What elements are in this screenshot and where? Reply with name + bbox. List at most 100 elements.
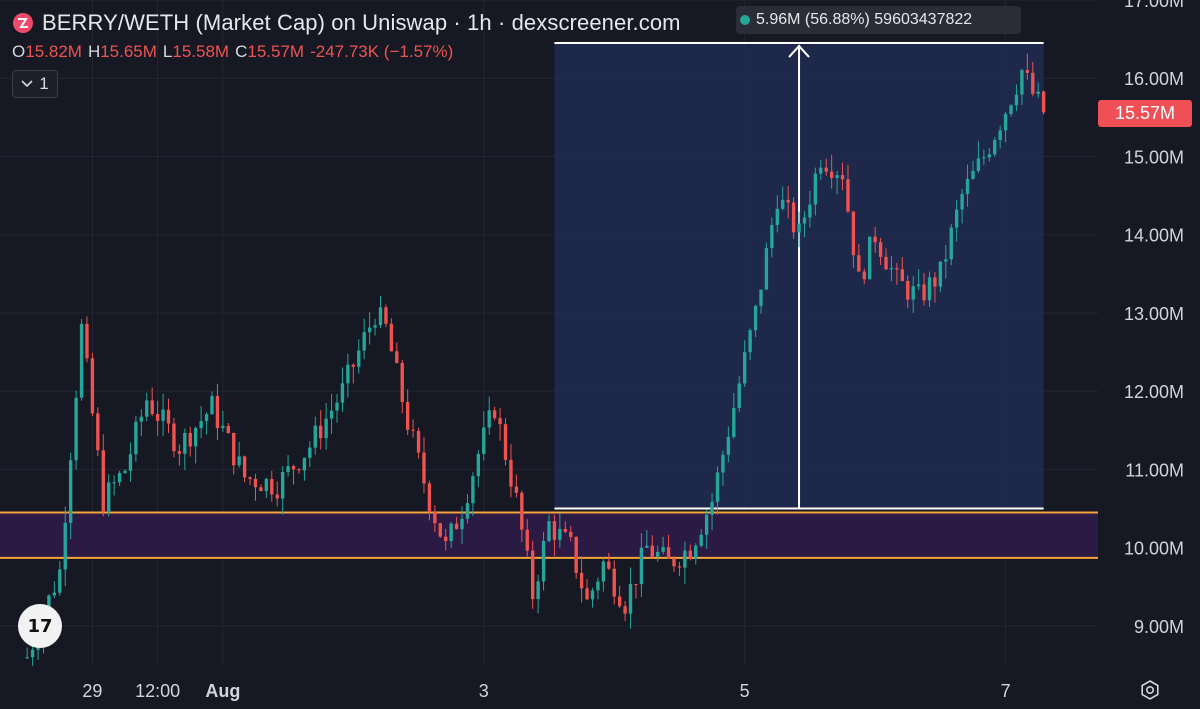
measure-label-text: 5.96M (56.88%) 59603437822 xyxy=(756,11,973,28)
candle-body xyxy=(645,545,649,548)
ohlc-value: -247.73K (−1.57%) xyxy=(310,42,454,61)
candle-body xyxy=(558,528,562,540)
status-dot-icon xyxy=(740,15,750,25)
candle-body xyxy=(362,332,366,351)
collapse-indicators-button[interactable]: 1 xyxy=(12,70,58,98)
candle-body xyxy=(319,425,323,439)
candle-body xyxy=(1041,91,1046,113)
settings-button[interactable] xyxy=(1136,676,1164,704)
candle-body xyxy=(987,154,991,158)
candle-body xyxy=(699,534,703,546)
candle-body xyxy=(389,323,394,352)
tradingview-logo[interactable]: 17 xyxy=(18,604,62,648)
candle-body xyxy=(878,242,883,257)
chevron-down-icon xyxy=(21,80,33,88)
candle-body xyxy=(846,179,850,212)
candle-body xyxy=(96,413,100,451)
ohlc-key: H xyxy=(87,42,101,61)
ohlc-key: C xyxy=(235,42,248,61)
candle-body xyxy=(193,427,198,447)
candle-body xyxy=(367,327,372,333)
candle-body xyxy=(791,202,796,233)
candle-body xyxy=(617,596,622,607)
candle-body xyxy=(259,487,263,492)
candle-body xyxy=(884,256,888,270)
candle-body xyxy=(933,277,937,287)
candle-body xyxy=(949,227,953,260)
candle-body xyxy=(906,281,910,300)
candle-body xyxy=(145,400,149,417)
measure-label: 5.96M (56.88%) 59603437822 xyxy=(736,6,1021,34)
candle-body xyxy=(302,457,307,471)
candle-body xyxy=(444,536,448,542)
candle-body xyxy=(666,547,671,559)
candle-body xyxy=(123,470,127,474)
x-tick-label: 7 xyxy=(1001,681,1011,701)
candle-body xyxy=(482,427,486,454)
ohlc-item: O15.82M xyxy=(12,42,82,62)
candle-body xyxy=(694,545,698,559)
candle-body xyxy=(704,514,709,535)
candle-body xyxy=(52,592,57,596)
candle-body xyxy=(574,537,578,573)
candle-body xyxy=(764,248,769,290)
candle-body xyxy=(221,425,225,429)
candle-body xyxy=(280,471,285,499)
candle-body xyxy=(291,466,296,470)
candle-body xyxy=(275,494,279,499)
candle-body xyxy=(938,261,943,287)
candle-body xyxy=(819,167,823,174)
candle-body xyxy=(710,501,714,515)
candle-body xyxy=(422,452,426,484)
candle-body xyxy=(688,550,693,559)
ohlc-item: C15.57M xyxy=(235,42,304,62)
candle-body xyxy=(683,550,687,568)
candle-body xyxy=(161,409,165,421)
x-tick-label: 12:00 xyxy=(135,681,180,701)
candle-body xyxy=(721,454,725,473)
candle-body xyxy=(873,236,877,243)
candle-body xyxy=(596,581,600,591)
candle-body xyxy=(215,395,220,429)
candle-body xyxy=(438,523,442,537)
candle-body xyxy=(166,409,171,424)
candle-body xyxy=(889,268,894,270)
candle-body xyxy=(79,323,84,398)
candle-body xyxy=(525,529,529,551)
candle-body xyxy=(248,477,252,479)
y-tick-label: 17.00M xyxy=(1124,0,1184,11)
candle-body xyxy=(139,416,144,422)
y-tick-label: 14.00M xyxy=(1124,226,1184,246)
candle-body xyxy=(471,476,475,504)
candle-body xyxy=(628,584,633,614)
y-tick-label: 10.00M xyxy=(1124,539,1184,559)
candle-body xyxy=(204,414,209,422)
candle-body xyxy=(433,512,437,524)
x-tick-label: Aug xyxy=(205,681,240,701)
candle-body xyxy=(1009,105,1013,114)
candle-body xyxy=(373,325,377,328)
measure-box xyxy=(554,42,1044,510)
candle-body xyxy=(895,268,899,270)
candle-body xyxy=(541,540,546,582)
candle-body xyxy=(460,518,464,530)
ohlc-key: O xyxy=(12,42,26,61)
ohlc-value: 15.58M xyxy=(172,42,230,61)
candle-body xyxy=(775,208,779,226)
candle-body xyxy=(509,459,513,487)
candle-body xyxy=(177,451,182,454)
candle-body xyxy=(400,362,404,403)
ohlc-key: L xyxy=(162,42,173,61)
candle-body xyxy=(30,649,35,658)
candle-body xyxy=(427,483,432,513)
candle-body xyxy=(384,307,388,324)
candle-body xyxy=(514,486,519,493)
candle-body xyxy=(857,255,861,272)
candle-body xyxy=(357,350,361,367)
candle-body xyxy=(74,397,78,461)
candle-body xyxy=(536,581,540,600)
candle-body xyxy=(868,236,872,280)
candle-body xyxy=(308,447,312,458)
